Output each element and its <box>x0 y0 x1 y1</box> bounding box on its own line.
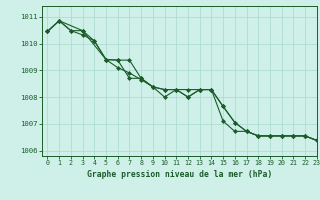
X-axis label: Graphe pression niveau de la mer (hPa): Graphe pression niveau de la mer (hPa) <box>87 170 272 179</box>
